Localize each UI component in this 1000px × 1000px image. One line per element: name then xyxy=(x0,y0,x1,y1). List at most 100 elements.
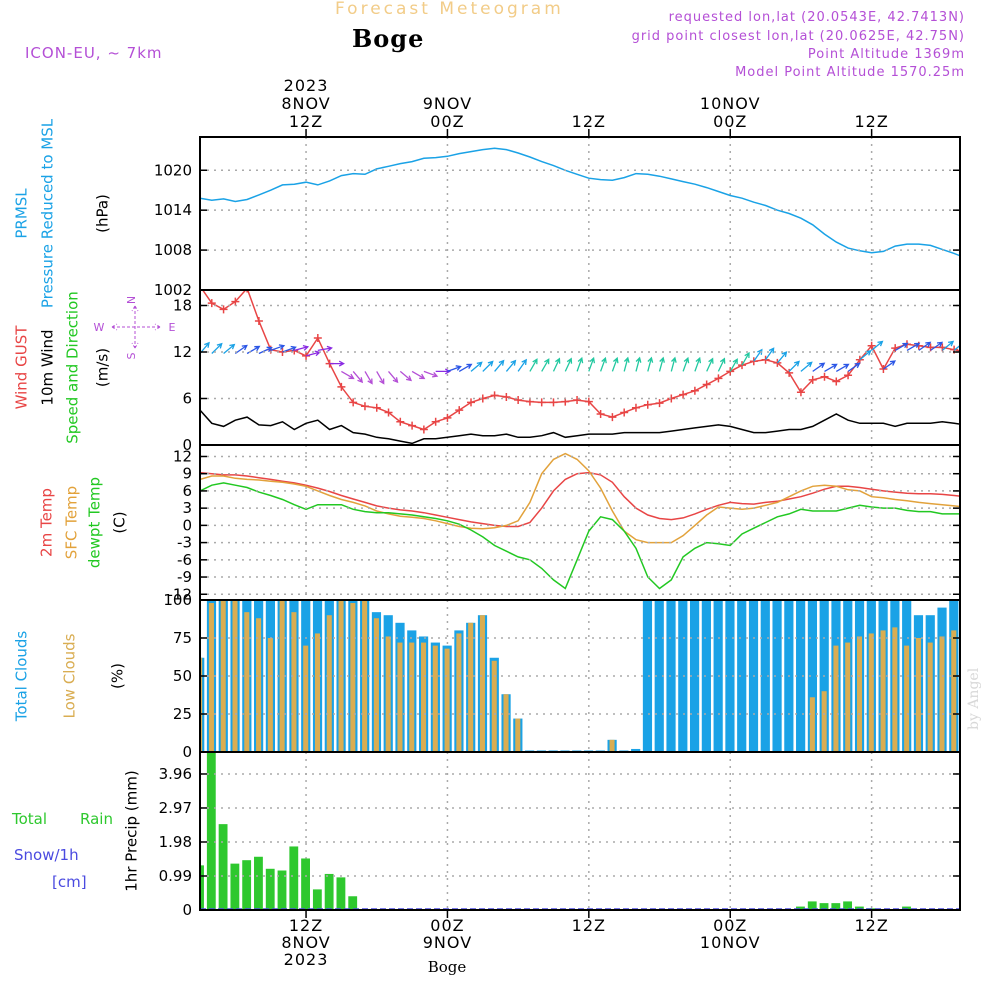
time-label-top: 12Z xyxy=(854,112,888,131)
y-tick-label: 3.96 xyxy=(159,765,192,783)
time-label-bottom: 9NOV xyxy=(423,933,472,952)
wind-arrow xyxy=(824,363,838,372)
precip-legend-total: Total xyxy=(12,810,48,828)
time-label-top: 2023 xyxy=(284,76,329,95)
axis-label: dewpt Temp xyxy=(86,477,104,568)
bar-total-clouds xyxy=(678,600,688,752)
compass-s: S xyxy=(125,352,138,359)
bar-low-clouds xyxy=(200,657,203,752)
wind-arrow xyxy=(941,340,955,351)
wind-arrow xyxy=(552,357,561,372)
panel-frame-pressure xyxy=(199,136,961,291)
axis-label: Pressure Reduced to MSL xyxy=(39,118,57,308)
time-label-bottom: 00Z xyxy=(430,916,464,935)
bar-low-clouds xyxy=(609,739,615,752)
wind-arrow xyxy=(800,361,813,372)
bar-rain xyxy=(312,889,322,910)
wind-arrow xyxy=(717,357,726,372)
bar-low-clouds xyxy=(220,600,226,752)
wind-arrow xyxy=(482,360,494,372)
axis-label: PRMSL xyxy=(13,188,31,239)
wind-arrow xyxy=(847,362,861,372)
gust-marker xyxy=(702,380,711,389)
bar-rain xyxy=(843,901,853,910)
bar-low-clouds xyxy=(350,603,356,752)
precip-legend-snow: Snow/1h xyxy=(14,846,79,864)
wind-arrow xyxy=(341,370,355,380)
bar-total-clouds xyxy=(961,600,970,752)
gust-marker xyxy=(384,408,393,417)
gust-marker xyxy=(246,290,248,293)
bar-rain xyxy=(796,906,805,910)
y-tick-label: 1020 xyxy=(154,161,192,179)
gust-marker xyxy=(679,390,688,399)
wind-arrow xyxy=(966,343,977,352)
time-label-bottom: 10NOV xyxy=(700,933,761,952)
wind-arrow xyxy=(541,358,550,372)
axis-label: 1hr Precip (mm) xyxy=(123,770,141,891)
time-label-bottom: 12Z xyxy=(289,916,323,935)
series-sfc-temp xyxy=(200,452,960,544)
wind-arrow xyxy=(505,359,517,372)
bar-total-clouds xyxy=(654,600,664,752)
gust-marker xyxy=(467,398,476,407)
bar-low-clouds xyxy=(267,638,273,752)
wind-arrow xyxy=(399,370,413,382)
wind-arrow xyxy=(906,342,921,351)
wind-arrow xyxy=(894,342,909,351)
gust-marker xyxy=(396,417,405,426)
gust-marker xyxy=(514,396,523,405)
axis-label: SFC Temp xyxy=(63,486,81,559)
gust-marker xyxy=(844,371,853,380)
axis-label: (%) xyxy=(109,663,127,689)
gust-marker xyxy=(443,413,452,422)
gust-marker xyxy=(820,372,829,381)
wind-arrow xyxy=(376,371,385,385)
y-tick-label: 3 xyxy=(182,499,192,517)
bar-low-clouds xyxy=(491,660,497,752)
wind-arrow xyxy=(411,370,426,380)
bar-low-clouds xyxy=(868,633,874,752)
precip-legend-rain: Rain xyxy=(80,810,113,828)
bar-total-clouds xyxy=(996,600,1000,752)
wind-arrow xyxy=(258,346,273,355)
y-tick-label: 9 xyxy=(182,465,192,483)
y-tick-label: 2.97 xyxy=(159,799,192,817)
y-tick-label: 0 xyxy=(182,901,192,919)
point-altitude: Point Altitude 1369m xyxy=(807,47,965,62)
panel-frame-precip xyxy=(199,751,961,911)
time-label-top: 9NOV xyxy=(423,94,472,113)
gridpoint-coords: grid point closest lon,lat (20.0625E, 42… xyxy=(631,29,965,44)
axis-label: (hPa) xyxy=(94,194,112,233)
wind-arrow xyxy=(706,357,714,372)
gust-marker xyxy=(254,317,263,325)
bar-low-clouds xyxy=(326,615,332,752)
wind-arrow xyxy=(647,356,654,372)
wind-arrow xyxy=(270,344,286,352)
bar-low-clouds xyxy=(208,603,214,752)
bar-low-clouds xyxy=(892,627,898,752)
wind-arrow xyxy=(883,360,897,370)
gust-marker xyxy=(631,403,640,412)
compass-n: N xyxy=(125,296,138,304)
gust-marker xyxy=(537,398,546,407)
time-label-top: 10NOV xyxy=(700,94,761,113)
bar-low-clouds xyxy=(833,645,839,752)
gust-marker xyxy=(502,392,511,401)
bar-low-clouds xyxy=(432,645,438,752)
gust-marker xyxy=(962,348,970,356)
y-tick-label: 12 xyxy=(173,447,192,465)
bar-low-clouds xyxy=(821,691,827,752)
gust-marker xyxy=(313,334,322,343)
series-prmsl xyxy=(200,147,960,257)
bar-low-clouds xyxy=(444,648,450,752)
bar-total-clouds xyxy=(772,600,782,752)
wind-arrow xyxy=(588,356,596,372)
bar-low-clouds xyxy=(479,615,485,752)
y-tick-label: -6 xyxy=(177,551,192,569)
gust-marker xyxy=(372,403,381,412)
bar-total-clouds xyxy=(725,600,735,752)
y-tick-label: 1.98 xyxy=(159,833,192,851)
gust-marker xyxy=(667,394,676,403)
